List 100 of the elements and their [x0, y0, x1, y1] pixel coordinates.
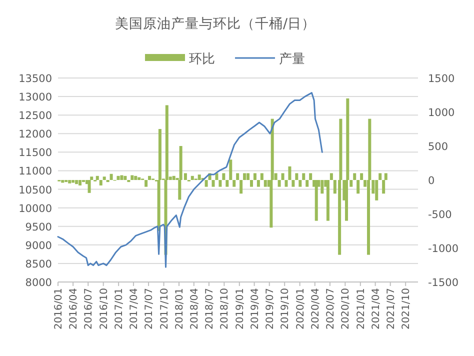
y-tick-label: 13500: [18, 73, 52, 85]
bar: [124, 176, 127, 180]
y2-tick-label: 1500: [428, 73, 455, 85]
bar: [360, 173, 364, 180]
x-tick-label: 2020/07: [325, 288, 336, 330]
bar: [253, 173, 256, 180]
bar: [229, 160, 232, 180]
x-tick-label: 2021/01: [356, 288, 367, 330]
bar: [61, 180, 64, 183]
bar: [353, 173, 356, 180]
bar: [130, 175, 134, 180]
bar: [314, 180, 318, 221]
bar: [260, 173, 264, 180]
y2-tick-label: -500: [428, 209, 452, 221]
y-tick-label: 12000: [18, 128, 52, 141]
bar: [138, 177, 141, 180]
y-tick-label: 12500: [18, 110, 52, 122]
x-tick-label: 2020/01: [295, 288, 306, 330]
x-tick-label: 2016/04: [68, 288, 80, 330]
bar: [144, 180, 148, 187]
bar: [134, 176, 138, 180]
legend-label: 环比: [189, 52, 215, 67]
x-tick-label: 2018/01: [174, 288, 186, 330]
bar: [222, 173, 226, 180]
x-tick-label: 2016/10: [98, 288, 110, 330]
y-tick-label: 9500: [25, 221, 52, 234]
bar: [298, 180, 302, 187]
bar: [88, 180, 91, 193]
y2-tick-label: 500: [428, 141, 448, 153]
y-tick-label: 10000: [18, 202, 52, 215]
bar: [102, 176, 106, 180]
bar: [295, 173, 298, 180]
bar: [116, 176, 120, 180]
y-tick-label: 11000: [18, 166, 52, 178]
bar: [172, 176, 176, 180]
y-tick-label: 11500: [18, 147, 52, 160]
bar: [226, 180, 229, 187]
line-series: [57, 92, 323, 268]
bar: [250, 180, 253, 187]
bar: [330, 173, 333, 180]
bar: [236, 173, 240, 180]
bar: [243, 173, 246, 180]
x-tick-label: 2018/10: [220, 288, 231, 330]
bar: [292, 180, 295, 187]
bar: [306, 180, 309, 187]
bar: [302, 173, 306, 180]
bar: [215, 173, 218, 180]
bar: [281, 173, 284, 180]
x-tick-label: 2021/10: [401, 288, 412, 330]
bar: [326, 180, 330, 221]
x-tick-label: 2019/07: [264, 288, 276, 330]
bar: [246, 173, 250, 180]
x-tick-label: 2016/07: [84, 288, 95, 330]
x-tick-label: 2016/01: [54, 288, 64, 330]
x-tick-label: 2021/07: [386, 288, 397, 330]
x-tick-label: 2018/04: [189, 288, 200, 330]
bar: [309, 173, 312, 180]
bar: [256, 180, 260, 187]
bar: [68, 180, 72, 184]
bar: [288, 166, 292, 180]
legend-label: 产量: [279, 52, 305, 67]
bar: [148, 176, 152, 180]
x-tick-label: 2019/04: [250, 288, 261, 330]
y2-tick-label: 0: [428, 175, 435, 187]
bar: [378, 173, 382, 180]
y2-tick-label: 1000: [428, 107, 455, 119]
bar: [212, 180, 215, 187]
y-tick-label: 8000: [25, 277, 52, 289]
bar: [96, 176, 99, 180]
x-tick-label: 2017/01: [114, 288, 126, 330]
bar: [110, 174, 113, 180]
y-tick-label: 13000: [18, 92, 52, 104]
x-tick-label: 2018/07: [204, 288, 216, 330]
bar: [75, 180, 78, 184]
x-tick-label: 2020/10: [340, 288, 352, 330]
x-tick-label: 2017/04: [128, 288, 140, 330]
bar: [72, 180, 75, 183]
bar: [356, 180, 360, 194]
bar: [240, 180, 243, 194]
bar: [264, 180, 267, 187]
x-tick-label: 2020/04: [310, 288, 322, 330]
bar: [78, 180, 82, 186]
x-tick-label: 2019/01: [234, 288, 246, 330]
y-tick-label: 9000: [25, 240, 52, 252]
bar: [190, 176, 194, 180]
x-tick-label: 2021/04: [370, 288, 382, 330]
bar: [278, 180, 281, 187]
y2-tick-label: -1500: [428, 277, 459, 289]
x-tick-label: 2017/10: [159, 288, 170, 330]
y-tick-label: 10500: [18, 184, 52, 196]
chart-title: 美国原油产量与环比（千桶/日）: [115, 16, 316, 32]
bar: [232, 180, 236, 187]
y-tick-label: 8500: [25, 258, 52, 270]
bar: [120, 175, 124, 180]
bar: [320, 180, 324, 194]
x-tick-label: 2019/10: [280, 288, 292, 330]
bar: [284, 180, 288, 187]
x-tick-label: 2017/07: [144, 288, 156, 330]
bar: [218, 180, 222, 187]
bar: [204, 180, 208, 187]
